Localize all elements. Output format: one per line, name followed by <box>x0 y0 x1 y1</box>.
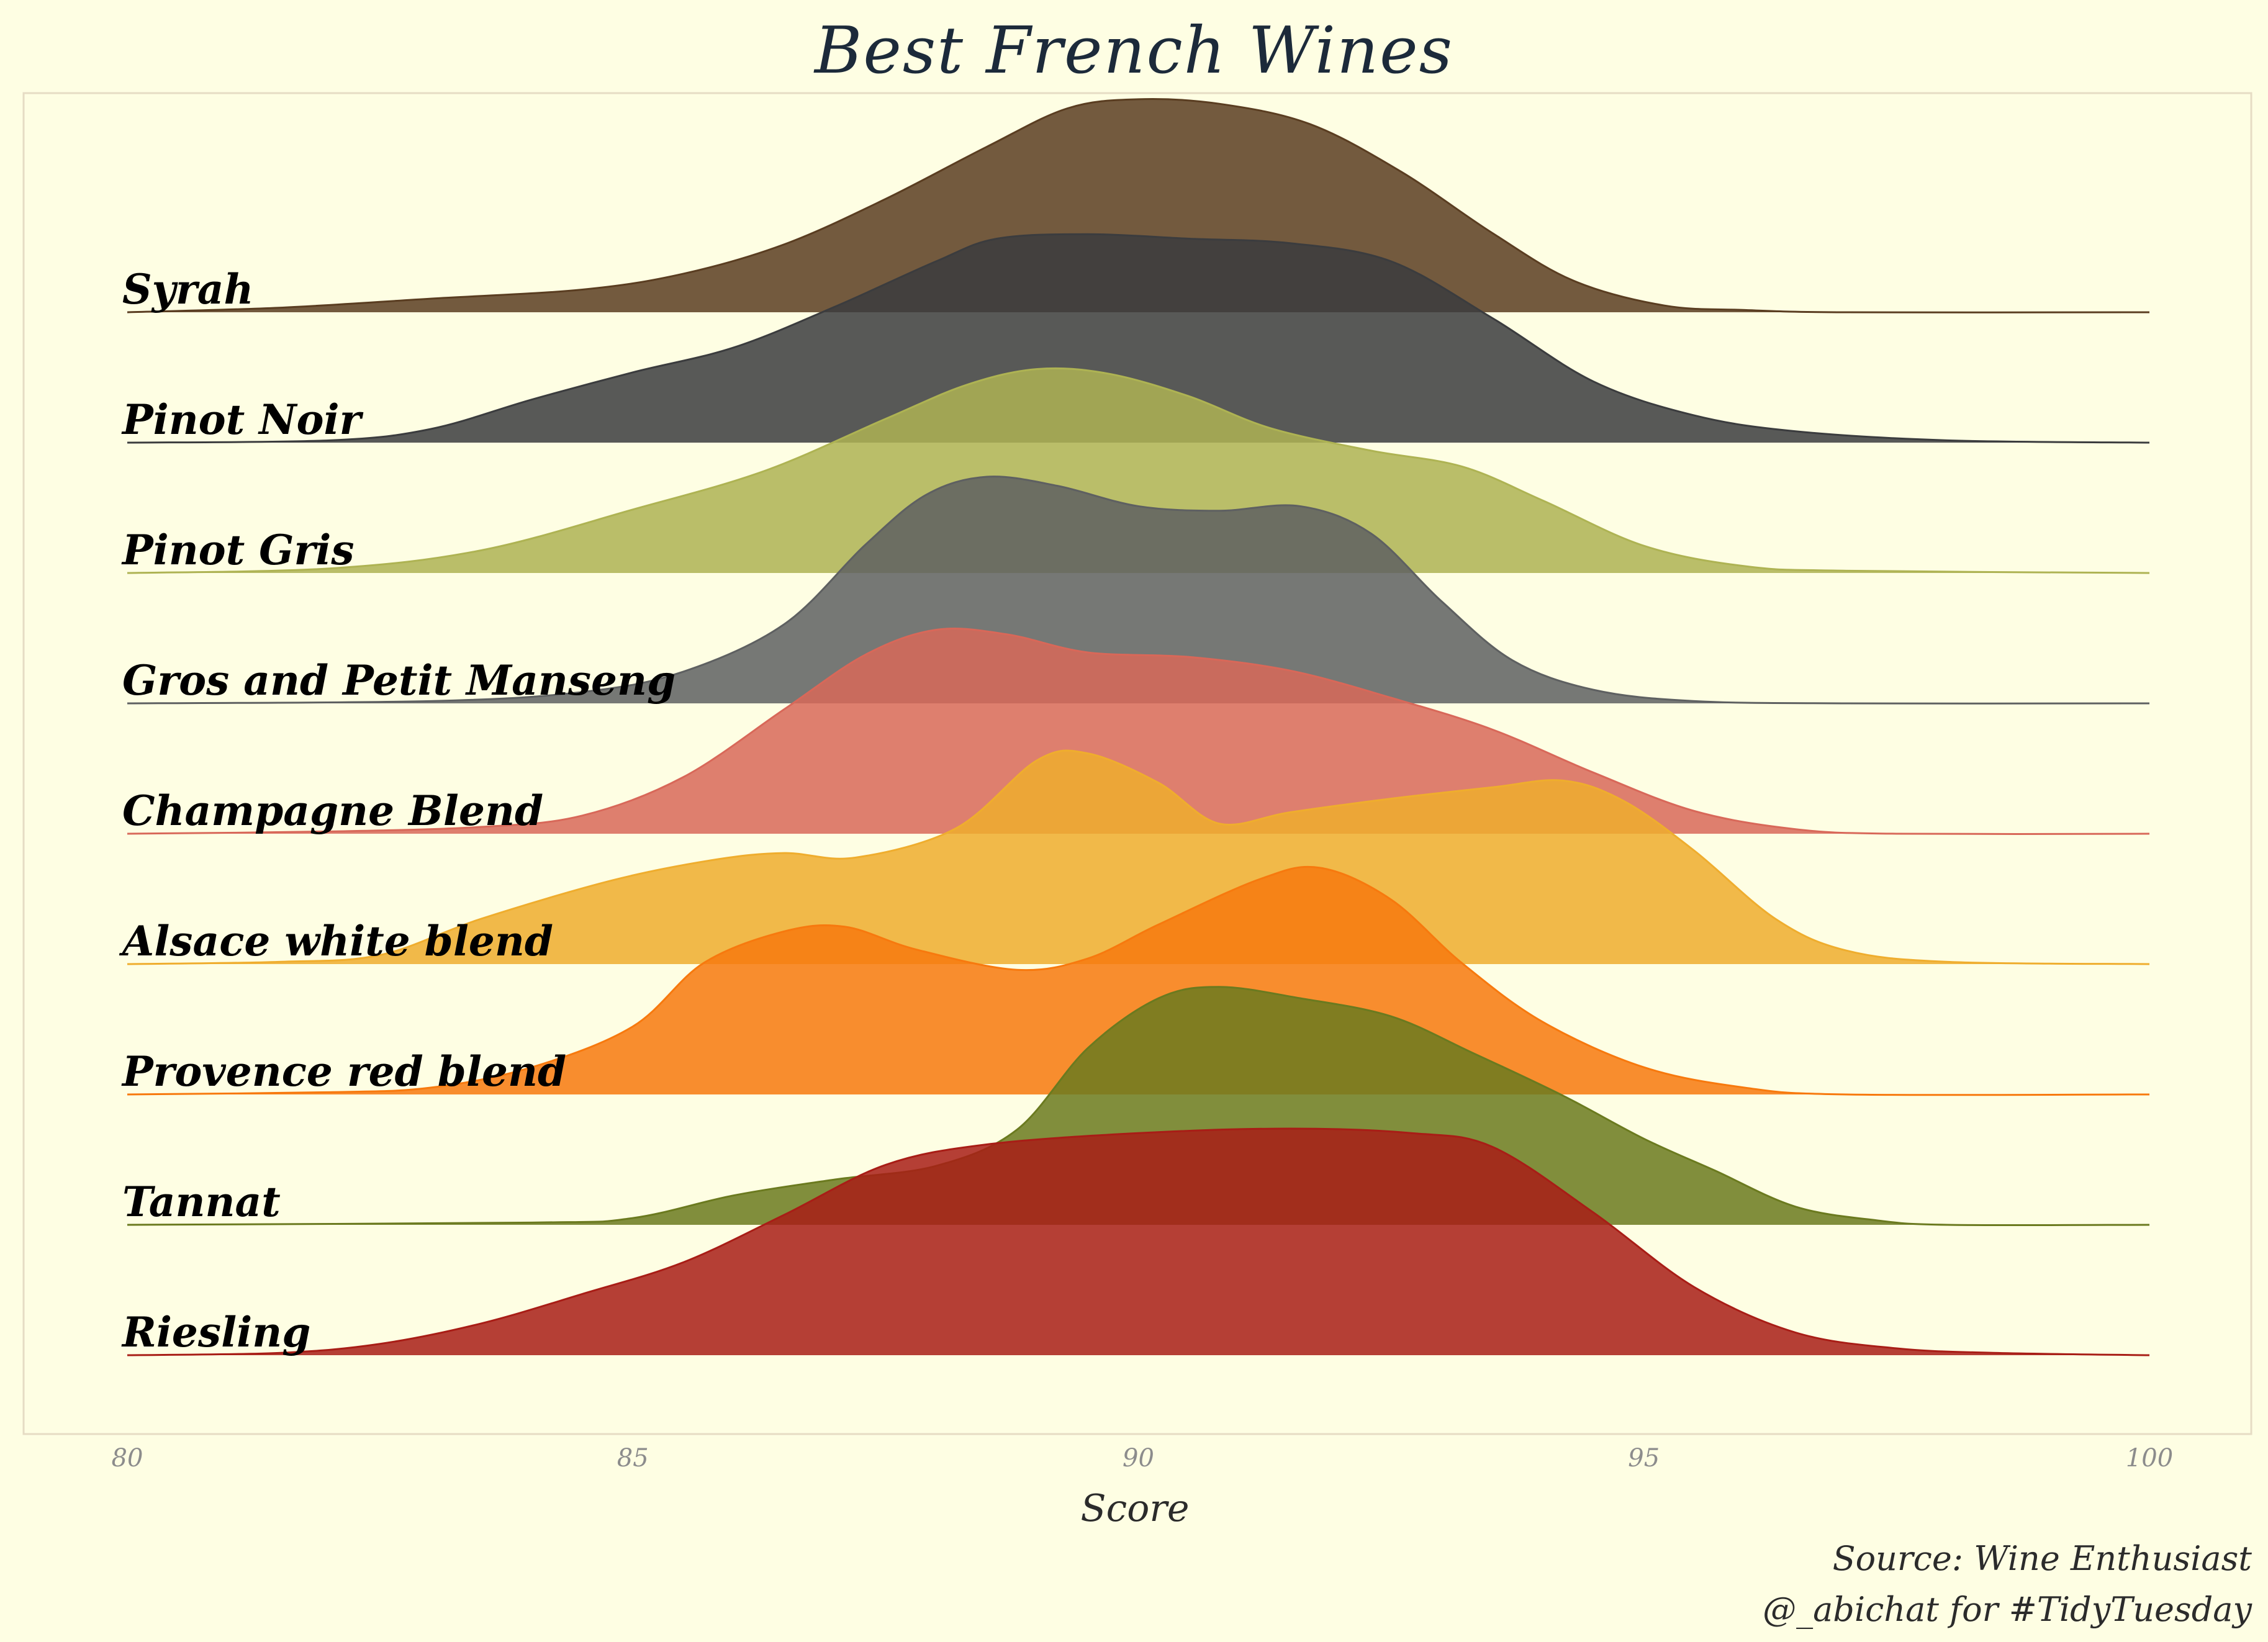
ridge-label-8: Riesling <box>121 1308 310 1356</box>
ridge-label-5: Alsace white blend <box>119 917 553 965</box>
ridge-label-6: Provence red blend <box>121 1047 566 1096</box>
ridge-area-3 <box>127 476 2149 704</box>
ridge-label-2: Pinot Gris <box>121 526 355 574</box>
ridge-outline-6 <box>127 865 2150 1096</box>
x-axis-title: Score <box>1080 1487 1189 1530</box>
ridge-outline-2 <box>127 367 2150 574</box>
ridge-label-3: Gros and Petit Manseng <box>122 656 675 705</box>
ridge-label-1: Pinot Noir <box>121 395 364 444</box>
ridge-outline-5 <box>127 749 2150 965</box>
x-tick-label-3: 95 <box>1628 1444 1660 1473</box>
x-axis-ticks: 80 85 90 95 100 <box>112 1444 2174 1473</box>
x-tick-label-0: 80 <box>112 1444 143 1473</box>
ridge-outline-0 <box>127 98 2150 314</box>
ridge-outline-1 <box>127 233 2150 444</box>
ridge-outline-7 <box>127 986 2150 1227</box>
ridge-area-0 <box>127 99 2149 313</box>
ridge-outline-4 <box>127 627 2150 836</box>
ridge-area-1 <box>127 234 2149 443</box>
caption-source: Source: Wine Enthusiast <box>1832 1539 2252 1578</box>
ridge-label-7: Tannat <box>122 1178 281 1226</box>
ridge-label-0: Syrah <box>122 265 254 314</box>
ridge-area-5 <box>127 750 2149 964</box>
ridge-area-6 <box>127 867 2149 1095</box>
ridge-area-4 <box>127 628 2149 834</box>
caption: Source: Wine Enthusiast @_abichat for #T… <box>1763 1533 2252 1635</box>
x-tick-label-2: 90 <box>1123 1444 1154 1473</box>
ridges-group <box>127 98 2150 1356</box>
chart-title: Best French Wines <box>814 12 1454 88</box>
ridge-outline-8 <box>127 1127 2150 1356</box>
ridge-labels-group: Syrah Pinot Noir Pinot Gris Gros and Petit … <box>119 265 675 1356</box>
ridge-area-2 <box>127 368 2149 573</box>
ridge-label-4: Champagne Blend <box>122 787 543 835</box>
caption-credit: @_abichat for #TidyTuesday <box>1763 1590 2252 1629</box>
x-tick-label-1: 85 <box>617 1444 649 1473</box>
ridge-area-8 <box>127 1129 2149 1355</box>
x-tick-label-4: 100 <box>2126 1444 2173 1473</box>
ridge-outline-3 <box>127 476 2150 705</box>
panel-border <box>22 92 2252 1435</box>
ridge-area-7 <box>127 986 2149 1225</box>
